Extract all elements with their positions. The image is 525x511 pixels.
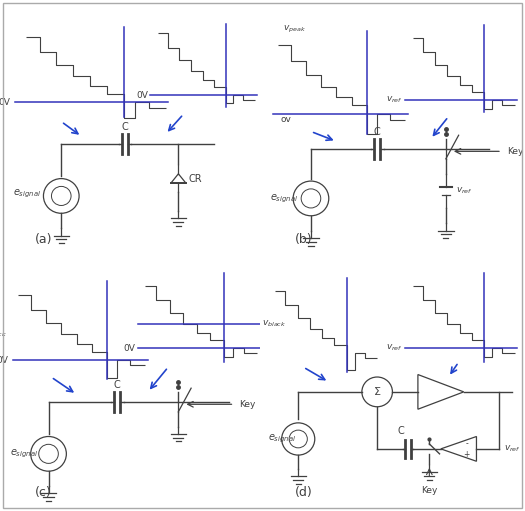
Text: ov: ov (280, 115, 291, 124)
Text: $e_{signal}$: $e_{signal}$ (13, 187, 41, 200)
Text: (d): (d) (295, 486, 312, 499)
Text: 0V: 0V (123, 344, 135, 353)
Text: $e_{signal}$: $e_{signal}$ (268, 433, 296, 445)
Text: CR: CR (188, 174, 202, 183)
Text: Key: Key (421, 486, 437, 495)
Text: (a): (a) (35, 233, 52, 246)
Text: C: C (122, 122, 128, 132)
Text: 0V: 0V (136, 91, 148, 100)
Text: -: - (465, 439, 468, 448)
Text: C: C (374, 127, 381, 137)
Text: $v_{black}$: $v_{black}$ (0, 329, 8, 339)
Text: (b): (b) (295, 233, 312, 246)
Text: $v_{black}$: $v_{black}$ (262, 318, 286, 329)
Text: $v_{ref}$: $v_{ref}$ (386, 343, 403, 354)
Text: C: C (114, 380, 121, 390)
Text: (c): (c) (35, 486, 52, 499)
Text: Σ: Σ (374, 387, 381, 397)
Text: C: C (398, 426, 405, 436)
Text: Key: Key (239, 400, 256, 409)
Text: $v_{ref}$: $v_{ref}$ (505, 444, 521, 454)
Text: $v_{peak}$: $v_{peak}$ (283, 24, 306, 35)
Text: $v_{ref}$: $v_{ref}$ (386, 95, 403, 105)
Text: 0V: 0V (0, 98, 10, 107)
Text: $e_{signal}$: $e_{signal}$ (10, 448, 38, 460)
Text: $e_{signal}$: $e_{signal}$ (270, 192, 298, 204)
Text: Key: Key (507, 147, 523, 156)
Text: 0V: 0V (0, 356, 8, 364)
Text: $v_{ref}$: $v_{ref}$ (456, 185, 473, 196)
Text: +: + (464, 450, 470, 459)
